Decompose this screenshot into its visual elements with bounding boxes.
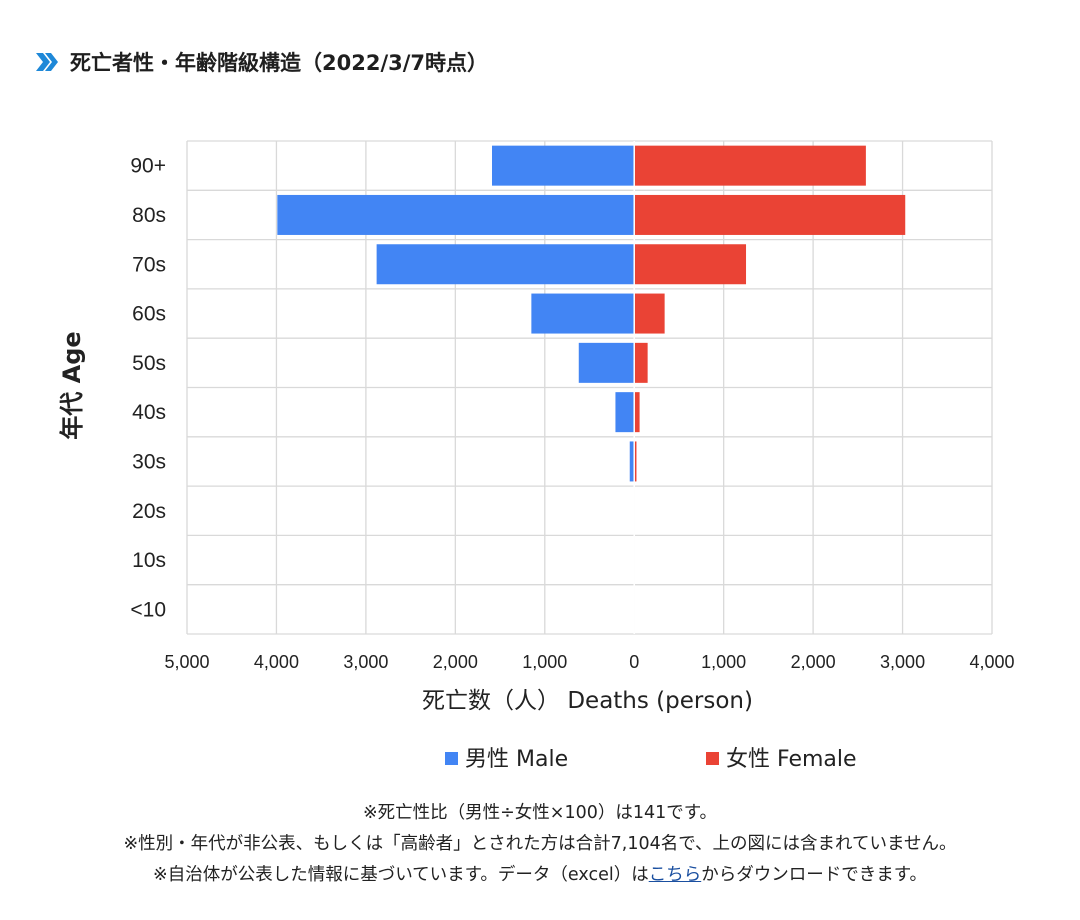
bar-female	[634, 441, 637, 482]
x-tick-label: 2,000	[433, 652, 478, 672]
y-tick-label: 70s	[132, 253, 166, 276]
bar-male	[629, 441, 635, 482]
bar-male	[531, 293, 635, 334]
note-source-text: ※自治体が公表した情報に基づいています。データ（excel）は	[153, 865, 649, 885]
x-axis-title: 死亡数（人） Deaths (person)	[422, 688, 753, 714]
download-link[interactable]: こちら	[648, 865, 702, 885]
x-tick-label: 0	[629, 652, 639, 672]
x-tick-label: 1,000	[522, 652, 567, 672]
y-axis-title: 年代 Age	[58, 331, 86, 439]
x-tick-label: 3,000	[343, 652, 388, 672]
x-tick-label: 4,000	[969, 652, 1014, 672]
y-tick-label: 60s	[132, 303, 166, 326]
footnotes: ※死亡性比（男性÷女性×100）は141です。 ※性別・年代が非公表、もしくは「…	[0, 798, 1080, 891]
y-tick-label: 90+	[130, 155, 166, 178]
note-undisclosed: ※性別・年代が非公表、もしくは「高齢者」とされた方は合計7,104名で、上の図に…	[123, 834, 957, 854]
bar-male	[492, 145, 635, 186]
y-tick-label: 50s	[132, 352, 166, 375]
bar-female	[634, 145, 866, 186]
section-heading: 死亡者性・年齢階級構造（2022/3/7時点）	[34, 44, 488, 80]
bar-female	[634, 293, 665, 334]
legend-label: 女性 Female	[726, 747, 857, 772]
double-chevron-right-icon	[36, 53, 58, 71]
x-tick-label: 3,000	[880, 652, 925, 672]
y-tick-label: <10	[130, 598, 166, 621]
x-tick-label: 1,000	[701, 652, 746, 672]
note-source: ※自治体が公表した情報に基づいています。データ（excel）はこちらからダウンロ…	[0, 860, 1080, 891]
y-tick-label: 30s	[132, 450, 166, 473]
y-tick-label: 10s	[132, 549, 166, 572]
population-pyramid-chart: 90+ 80s 70s 60s 50s 40s 30s 20s 10s <10 5,000 4,000…	[58, 140, 1015, 772]
page-title: 死亡者性・年齢階級構造（2022/3/7時点）	[70, 51, 489, 75]
bar-male	[578, 342, 635, 383]
x-tick-label: 5,000	[164, 652, 209, 672]
y-tick-label: 20s	[132, 500, 166, 523]
x-tick-label: 4,000	[254, 652, 299, 672]
y-tick-label: 40s	[132, 401, 166, 424]
note-source-text-end: からダウンロードできます。	[701, 865, 927, 885]
legend-label: 男性 Male	[465, 747, 568, 772]
note-sex-ratio: ※死亡性比（男性÷女性×100）は141です。	[362, 803, 718, 823]
legend-swatch	[706, 752, 719, 765]
bar-female	[634, 342, 648, 383]
y-tick-label: 80s	[132, 204, 166, 227]
bar-male	[376, 244, 635, 285]
bar-female	[634, 392, 640, 433]
bar-female	[634, 194, 906, 235]
bar-female	[634, 244, 747, 285]
legend-swatch	[445, 752, 458, 765]
x-tick-label: 2,000	[791, 652, 836, 672]
bar-male	[615, 392, 635, 433]
bar-male	[277, 194, 635, 235]
